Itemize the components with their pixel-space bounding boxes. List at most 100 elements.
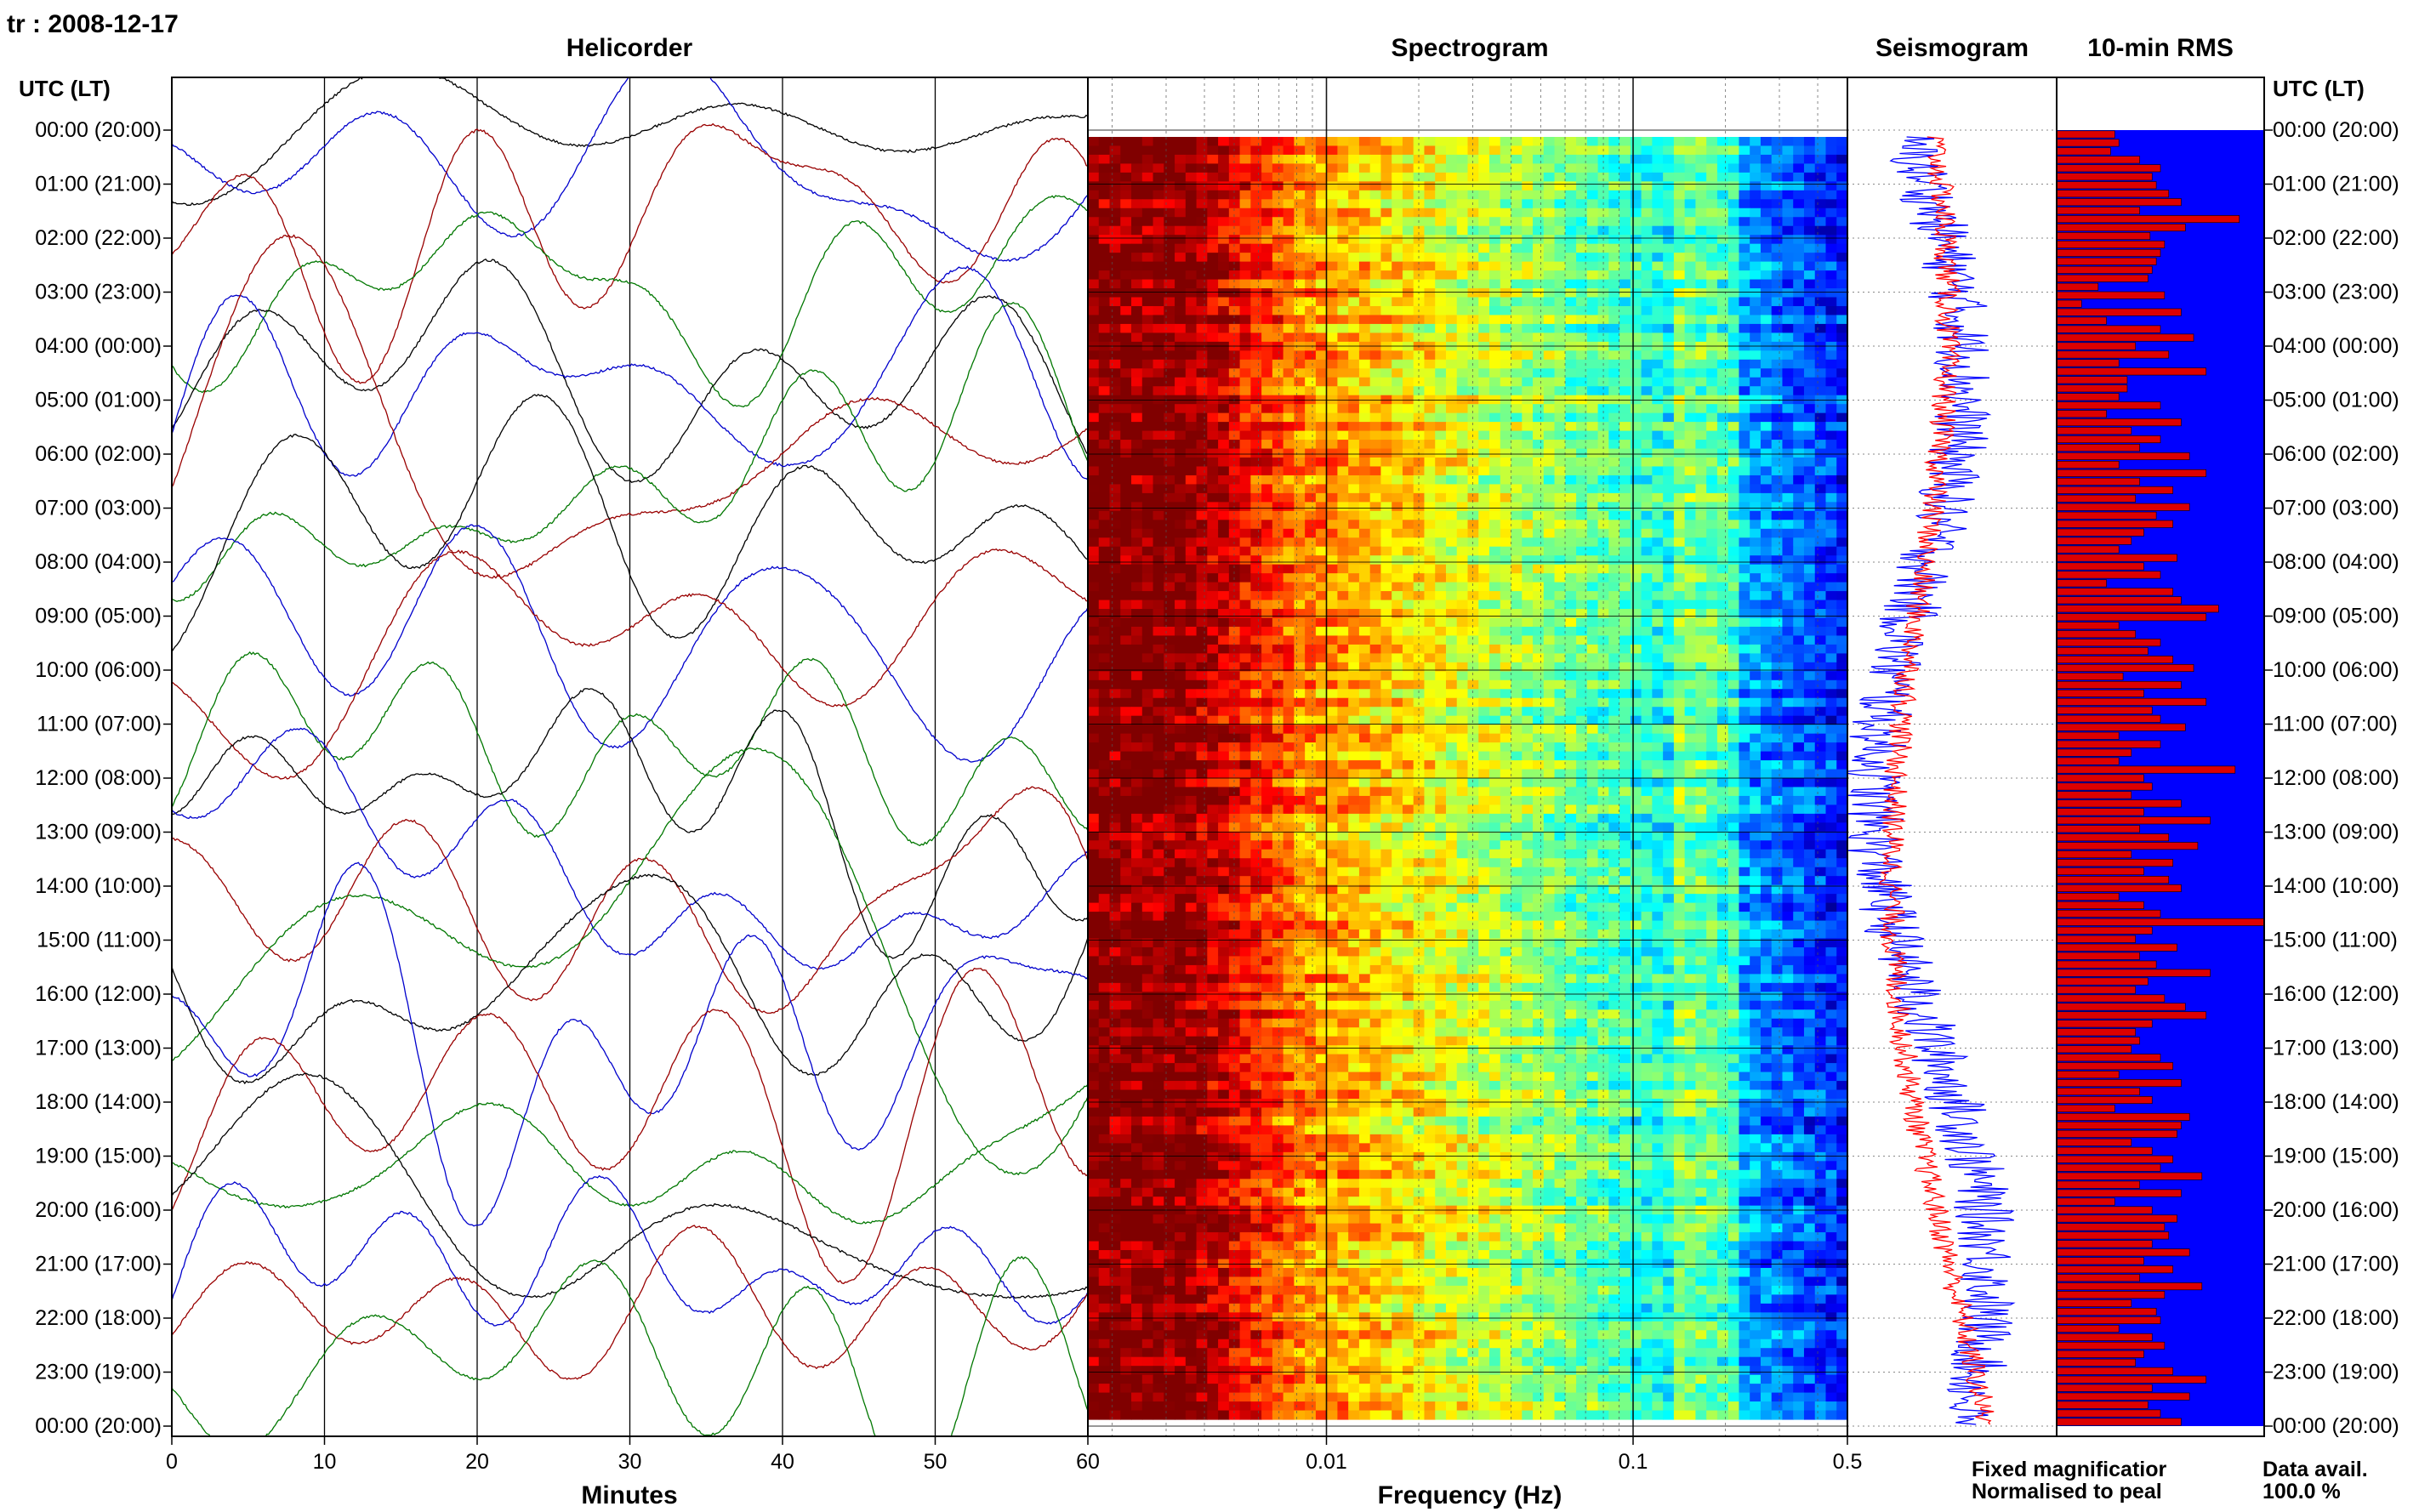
spectrogram-cell xyxy=(1456,368,1469,378)
spectrogram-cell xyxy=(1315,333,1328,343)
spectrogram-cell xyxy=(1814,662,1827,672)
spectrogram-cell xyxy=(1305,422,1317,432)
spectrogram-cell xyxy=(1803,520,1816,530)
spectrogram-cell xyxy=(1250,689,1262,699)
spectrogram-cell xyxy=(1663,145,1675,156)
spectrogram-cell xyxy=(1565,270,1577,281)
spectrogram-cell xyxy=(1131,181,1143,191)
spectrogram-cell xyxy=(1533,609,1545,619)
spectrogram-cell xyxy=(1218,440,1230,450)
spectrogram-cell xyxy=(1727,368,1740,378)
spectrogram-cell xyxy=(1489,653,1501,663)
spectrogram-cell xyxy=(1456,154,1469,165)
spectrogram-cell xyxy=(1586,199,1599,209)
spectrogram-cell xyxy=(1445,528,1458,538)
spectrogram-cell xyxy=(1533,591,1545,601)
spectrogram-cell xyxy=(1500,368,1512,378)
spectrogram-cell xyxy=(1814,154,1827,165)
spectrogram-cell xyxy=(1228,323,1241,333)
spectrogram-cell xyxy=(1218,154,1230,165)
spectrogram-cell xyxy=(1478,243,1490,253)
spectrogram-cell xyxy=(1489,172,1501,182)
spectrogram-cell xyxy=(1435,243,1447,253)
spectrogram-cell xyxy=(1358,333,1371,343)
spectrogram-cell xyxy=(1348,564,1360,574)
spectrogram-cell xyxy=(1771,440,1784,450)
spectrogram-cell xyxy=(1706,386,1718,396)
spectrogram-cell xyxy=(1619,733,1631,743)
spectrogram-cell xyxy=(1727,689,1740,699)
spectrogram-cell xyxy=(1218,653,1230,663)
spectrogram-cell xyxy=(1283,600,1295,610)
spectrogram-cell xyxy=(1141,359,1154,369)
spectrogram-cell xyxy=(1619,600,1631,610)
spectrogram-cell xyxy=(1608,751,1620,761)
spectrogram-cell xyxy=(1392,502,1403,512)
spectrogram-cell xyxy=(1576,297,1588,307)
spectrogram-cell xyxy=(1814,350,1827,361)
spectrogram-cell xyxy=(1576,359,1588,369)
spectrogram-cell xyxy=(1673,555,1686,566)
spectrogram-cell xyxy=(1228,172,1241,182)
spectrogram-cell xyxy=(1478,163,1490,173)
spectrogram-cell xyxy=(1326,537,1339,548)
spectrogram-cell xyxy=(1175,564,1187,574)
spectrogram-cell xyxy=(1554,359,1566,369)
spectrogram-cell xyxy=(1445,689,1458,699)
spectrogram-cell xyxy=(1727,725,1740,735)
spectrogram-cell xyxy=(1272,626,1284,637)
spectrogram-cell xyxy=(1098,404,1111,414)
spectrogram-cell xyxy=(1511,564,1523,574)
spectrogram-cell xyxy=(1348,653,1360,663)
spectrogram-cell xyxy=(1175,600,1187,610)
spectrogram-cell xyxy=(1803,333,1816,343)
spectrogram-cell xyxy=(1369,199,1382,209)
spectrogram-cell xyxy=(1141,635,1154,645)
spectrogram-cell xyxy=(1456,573,1469,583)
spectrogram-cell xyxy=(1727,181,1740,191)
spectrogram-cell xyxy=(1283,725,1295,735)
spectrogram-cell xyxy=(1207,520,1219,530)
spectrogram-cell xyxy=(1727,742,1740,753)
spectrogram-cell xyxy=(1305,555,1317,566)
spectrogram-cell xyxy=(1803,573,1816,583)
spectrogram-cell xyxy=(1109,653,1121,663)
spectrogram-cell xyxy=(1305,235,1317,245)
spectrogram-cell xyxy=(1771,528,1784,538)
spectrogram-cell xyxy=(1489,484,1501,494)
spectrogram-cell xyxy=(1565,422,1577,432)
spectrogram-cell xyxy=(1760,502,1773,512)
spectrogram-cell xyxy=(1380,502,1392,512)
spectrogram-cell xyxy=(1196,448,1208,458)
spectrogram-cell xyxy=(1825,279,1837,289)
spectrogram-cell xyxy=(1771,609,1784,619)
spectrogram-cell xyxy=(1750,689,1762,699)
spectrogram-cell xyxy=(1706,154,1718,165)
spectrogram-cell xyxy=(1684,492,1696,503)
spectrogram-cell xyxy=(1684,261,1696,271)
spectrogram-cell xyxy=(1435,520,1447,530)
spectrogram-cell xyxy=(1793,323,1805,333)
spectrogram-cell xyxy=(1424,305,1436,316)
spectrogram-cell xyxy=(1456,172,1469,182)
spectrogram-cell xyxy=(1164,725,1175,735)
spectrogram-cell xyxy=(1771,190,1784,200)
spectrogram-cell xyxy=(1424,458,1436,468)
spectrogram-cell xyxy=(1586,145,1599,156)
spectrogram-cell xyxy=(1369,412,1382,423)
spectrogram-cell xyxy=(1814,412,1827,423)
spectrogram-cell xyxy=(1803,145,1816,156)
spectrogram-cell xyxy=(1424,288,1436,298)
spectrogram-cell xyxy=(1337,145,1349,156)
spectrogram-cell xyxy=(1836,546,1848,556)
spectrogram-cell xyxy=(1131,359,1143,369)
spectrogram-cell xyxy=(1630,591,1642,601)
spectrogram-cell xyxy=(1554,492,1566,503)
spectrogram-cell xyxy=(1196,662,1208,672)
spectrogram-cell xyxy=(1207,288,1219,298)
spectrogram-cell xyxy=(1326,137,1339,147)
spectrogram-cell xyxy=(1565,626,1577,637)
spectrogram-cell xyxy=(1489,546,1501,556)
spectrogram-cell xyxy=(1250,458,1262,468)
spectrogram-cell xyxy=(1424,154,1436,165)
